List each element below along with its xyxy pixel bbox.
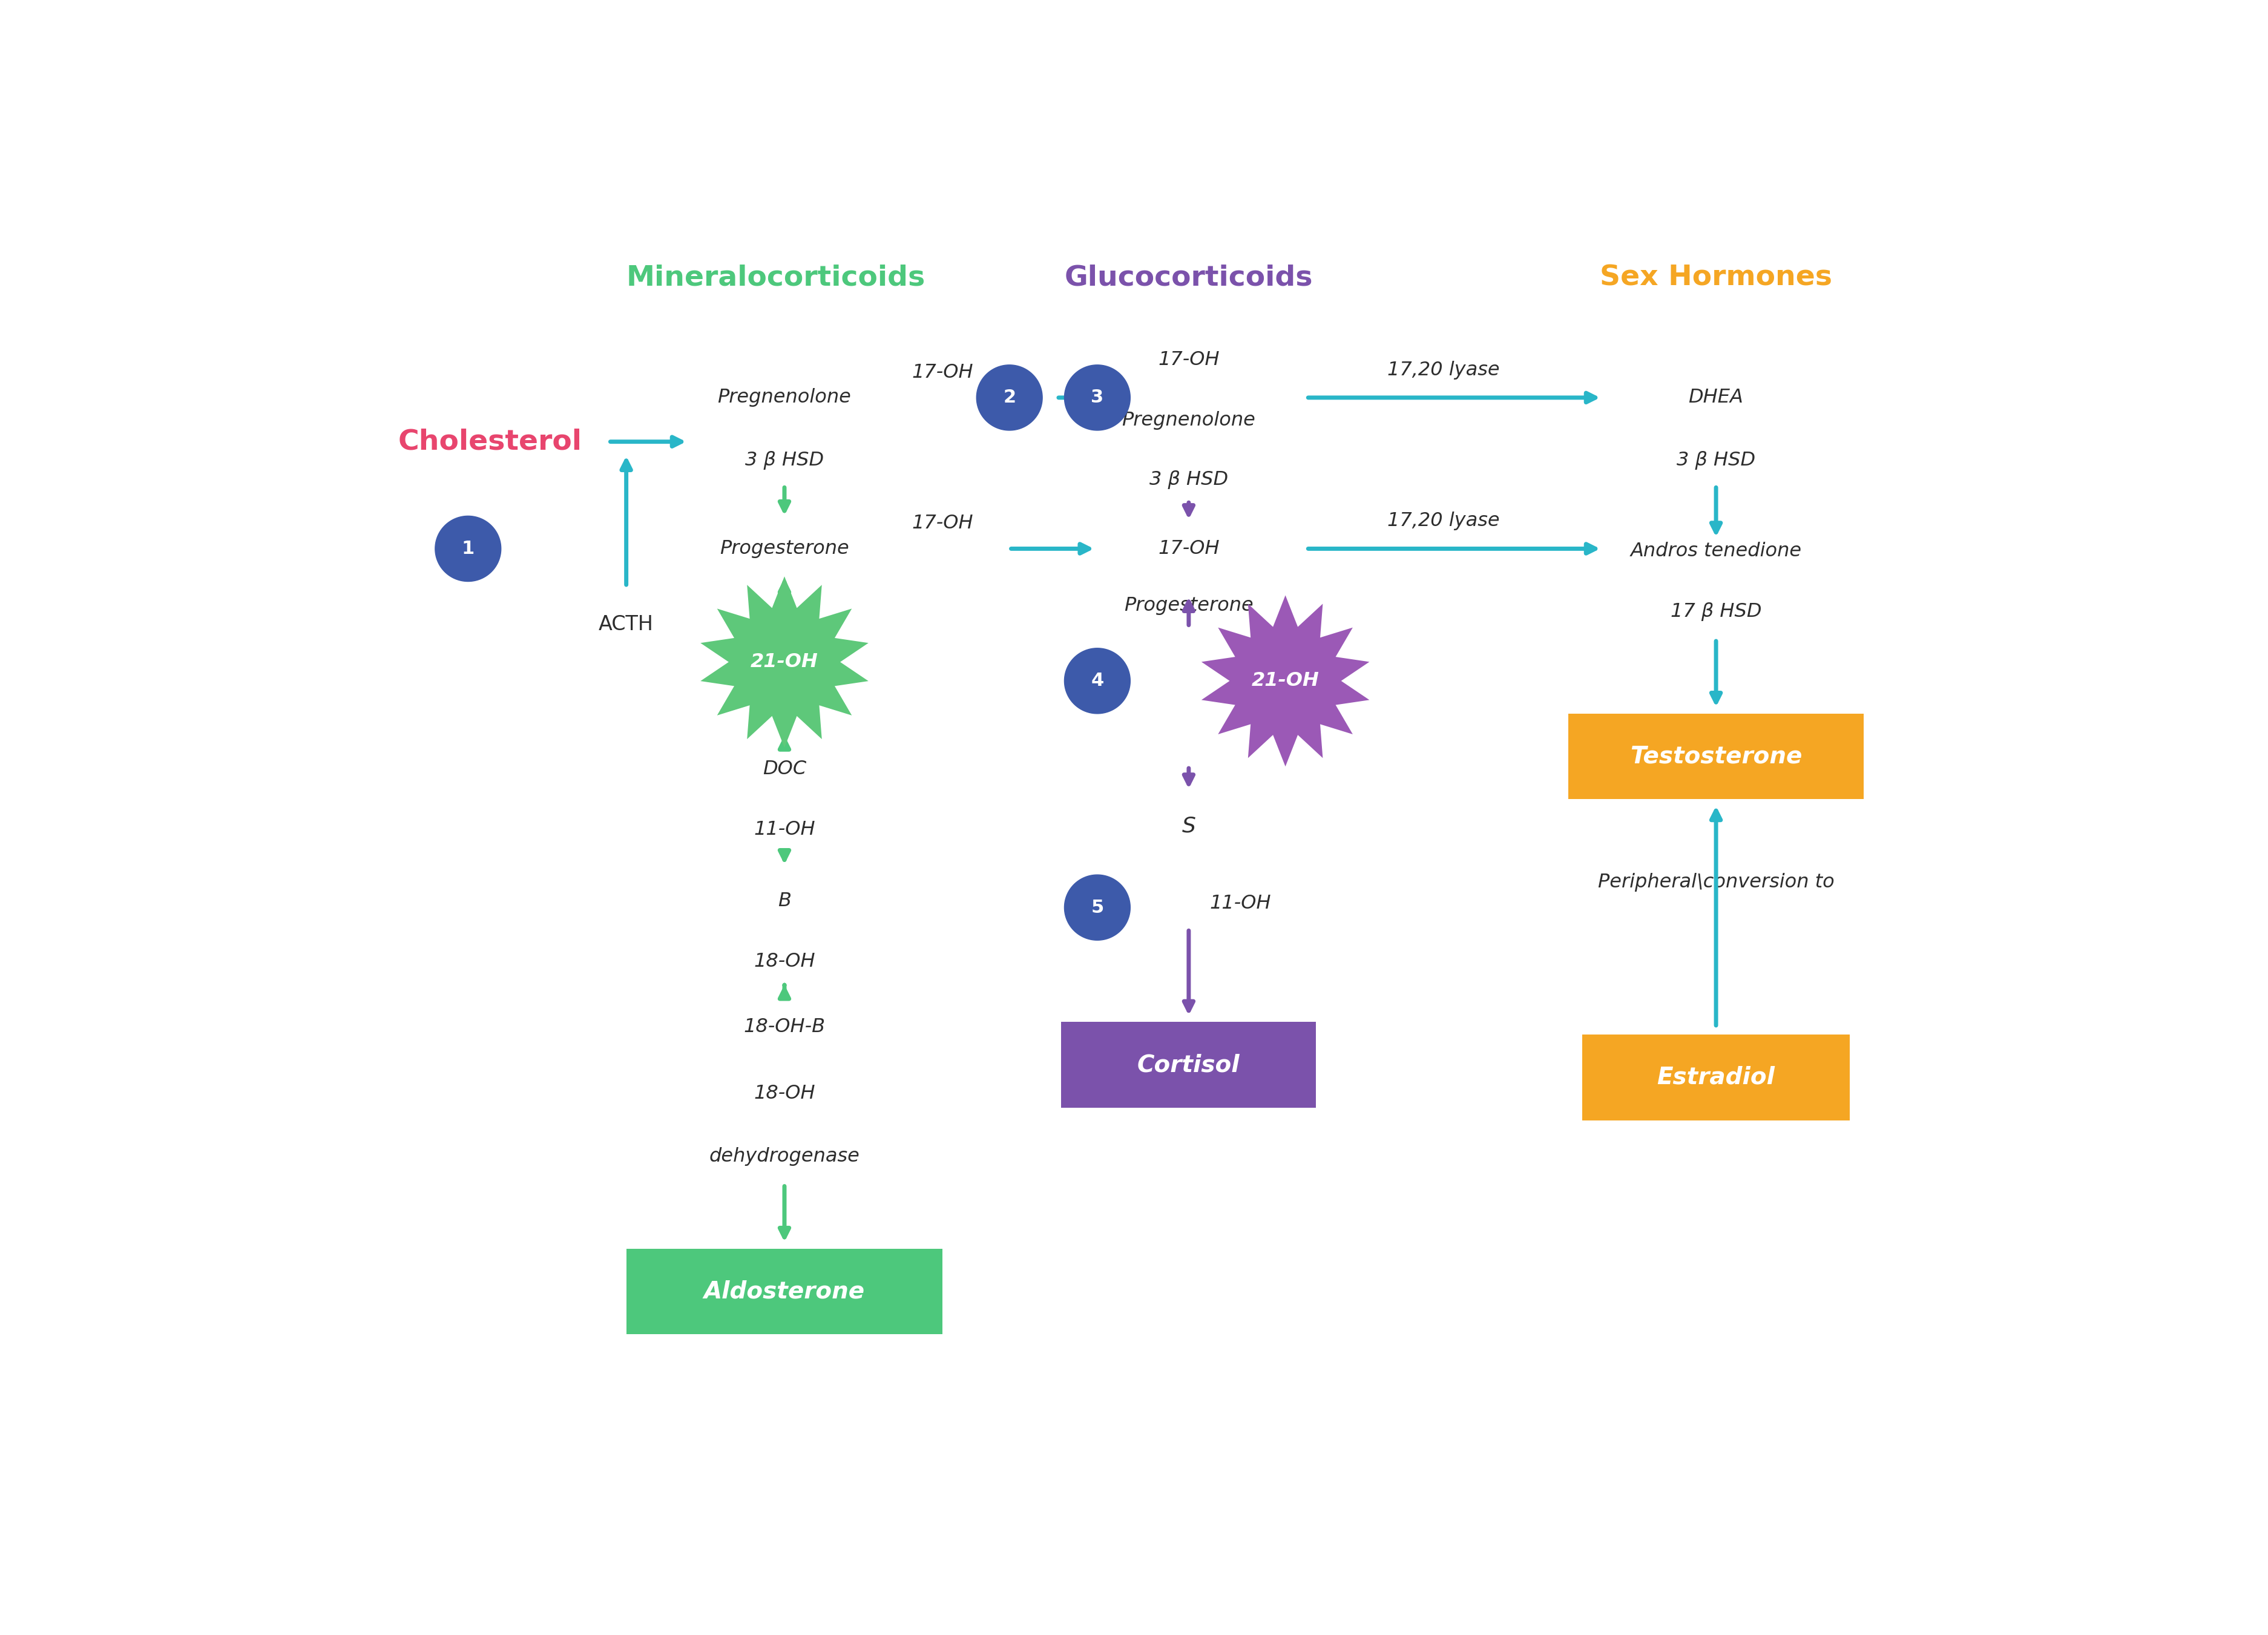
FancyBboxPatch shape xyxy=(1061,1022,1315,1107)
FancyBboxPatch shape xyxy=(1583,1035,1851,1120)
Text: Andros tenedione: Andros tenedione xyxy=(1631,541,1801,561)
Polygon shape xyxy=(435,517,501,582)
Text: 3 β HSD: 3 β HSD xyxy=(1676,451,1755,469)
Text: Sex Hormones: Sex Hormones xyxy=(1599,265,1833,291)
FancyBboxPatch shape xyxy=(1569,713,1864,800)
Polygon shape xyxy=(978,365,1043,430)
Text: DHEA: DHEA xyxy=(1687,387,1744,407)
Text: Progesterone: Progesterone xyxy=(1125,597,1254,615)
Text: 17-OH: 17-OH xyxy=(1159,350,1220,370)
Text: 2: 2 xyxy=(1002,389,1016,407)
Text: 1: 1 xyxy=(463,540,474,558)
Text: Pregnenolone: Pregnenolone xyxy=(1123,410,1256,430)
Text: Aldosterone: Aldosterone xyxy=(703,1280,864,1303)
Text: 17,20 lyase: 17,20 lyase xyxy=(1388,361,1499,379)
Text: 18-OH: 18-OH xyxy=(753,952,814,971)
Text: 18-OH-B: 18-OH-B xyxy=(744,1017,826,1037)
Text: 17-OH: 17-OH xyxy=(912,513,973,533)
Polygon shape xyxy=(1202,595,1370,767)
Polygon shape xyxy=(1064,875,1129,940)
Text: 3 β HSD: 3 β HSD xyxy=(746,451,823,469)
Text: 11-OH: 11-OH xyxy=(1209,894,1272,912)
Text: Estradiol: Estradiol xyxy=(1658,1066,1776,1089)
Text: 5: 5 xyxy=(1091,899,1105,916)
Text: Testosterone: Testosterone xyxy=(1631,746,1803,768)
Text: B: B xyxy=(778,891,792,911)
FancyBboxPatch shape xyxy=(626,1249,943,1334)
Text: 17-OH: 17-OH xyxy=(912,363,973,383)
Text: 18-OH: 18-OH xyxy=(753,1084,814,1104)
Text: 4: 4 xyxy=(1091,672,1105,690)
Text: ACTH: ACTH xyxy=(599,615,653,634)
Polygon shape xyxy=(701,577,869,747)
Text: 17,20 lyase: 17,20 lyase xyxy=(1388,512,1499,530)
Text: Glucocorticoids: Glucocorticoids xyxy=(1064,265,1313,291)
Text: 17-OH: 17-OH xyxy=(1159,540,1220,558)
Text: DOC: DOC xyxy=(762,760,807,778)
Text: 17 β HSD: 17 β HSD xyxy=(1672,602,1762,621)
Text: dehydrogenase: dehydrogenase xyxy=(710,1148,860,1166)
Text: 21-OH: 21-OH xyxy=(1252,672,1320,690)
Text: 11-OH: 11-OH xyxy=(753,821,814,839)
Text: Peripheral\conversion to: Peripheral\conversion to xyxy=(1597,873,1835,891)
Text: Progesterone: Progesterone xyxy=(719,540,848,558)
Text: Cholesterol: Cholesterol xyxy=(397,428,583,455)
Text: 21-OH: 21-OH xyxy=(751,652,819,672)
Text: 3 β HSD: 3 β HSD xyxy=(1150,471,1227,489)
Text: Mineralocorticoids: Mineralocorticoids xyxy=(626,265,925,291)
Text: Cortisol: Cortisol xyxy=(1136,1053,1241,1076)
Text: 3: 3 xyxy=(1091,389,1105,407)
Text: S: S xyxy=(1182,816,1195,835)
Text: Pregnenolone: Pregnenolone xyxy=(717,387,851,407)
Polygon shape xyxy=(1064,647,1129,713)
Polygon shape xyxy=(1064,365,1129,430)
